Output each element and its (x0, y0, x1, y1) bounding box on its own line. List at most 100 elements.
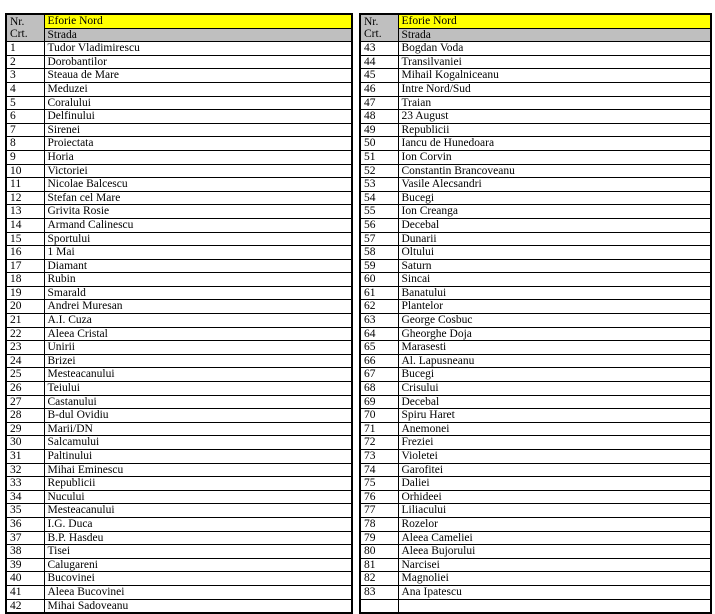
cell-nr-crt: 1 (5, 41, 45, 56)
cell-street-name: Proiectata (43, 136, 353, 151)
cell-street-name: Mesteacanului (43, 367, 353, 383)
cell-nr-crt: 3 (5, 68, 45, 83)
cell-street-name: Bucegi (397, 190, 712, 206)
cell-street-name: Calugareni (43, 557, 353, 573)
cell-street-name: Freziei (397, 435, 712, 450)
cell-street-name: B-dul Ovidiu (43, 408, 353, 423)
table-header-right: Nr. Crt. Eforie Nord Strada (359, 13, 712, 43)
cell-nr-crt: 44 (359, 54, 399, 70)
cell-street-name: Sportului (43, 231, 353, 247)
column-header-strada-right: Strada (397, 27, 712, 43)
cell-street-name: Horia (43, 149, 353, 165)
cell-nr-crt: 74 (359, 462, 399, 478)
table-row: 63 George Cosbuc (359, 313, 712, 328)
table-row: 81 Narcisei (359, 557, 712, 573)
cell-nr-crt: 2 (5, 54, 45, 70)
table-row: 65 Marasesti (359, 340, 712, 355)
table-row: 36 I.G. Duca (5, 516, 353, 532)
table-body-left: 1 Tudor Vladimirescu 2 Dorobantilor 3 Steaua … (5, 41, 353, 614)
table-row: 11 Nicolae Balcescu (5, 177, 353, 192)
cell-nr-crt: 26 (5, 381, 45, 396)
header-row-title: Nr. Crt. Eforie Nord (5, 13, 353, 43)
cell-street-name: Intre Nord/Sud (397, 81, 712, 97)
cell-street-name: Decebal (397, 394, 712, 410)
table-row: 16 1 Mai (5, 245, 353, 260)
cell-nr-crt: 78 (359, 516, 399, 532)
cell-nr-crt: 58 (359, 245, 399, 260)
cell-street-name (397, 598, 712, 614)
table-row: 57 Dunarii (359, 231, 712, 247)
cell-street-name: Constantin Brancoveanu (397, 163, 712, 179)
cell-street-name: Mihai Sadoveanu (43, 598, 353, 614)
cell-nr-crt: 80 (359, 544, 399, 559)
cell-street-name: Meduzei (43, 81, 353, 97)
nr-label-line2: Crt. (364, 28, 382, 41)
table-row: 4 Meduzei (5, 81, 353, 97)
cell-nr-crt: 50 (359, 136, 399, 151)
table-row: 10 Victoriei (5, 163, 353, 179)
cell-nr-crt: 16 (5, 245, 45, 260)
table-row: 53 Vasile Alecsandri (359, 177, 712, 192)
cell-nr-crt: 6 (5, 109, 45, 124)
table-row: 8 Proiectata (5, 136, 353, 151)
cell-nr-crt: 56 (359, 217, 399, 233)
cell-nr-crt: 79 (359, 530, 399, 546)
cell-street-name: Vasile Alecsandri (397, 177, 712, 192)
nr-label-line1: Nr. (364, 15, 379, 28)
table-row: 58 Oltului (359, 245, 712, 260)
cell-nr-crt: 5 (5, 95, 45, 111)
table-row: 29 Marii/DN (5, 421, 353, 437)
header-row-subtitle: Strada (6, 27, 353, 43)
column-header-nr-crt: Nr. Crt. (359, 13, 399, 43)
table-title-right: Eforie Nord (397, 13, 712, 29)
cell-nr-crt: 71 (359, 421, 399, 437)
table-row: 38 Tisei (5, 544, 353, 559)
table-row: 3 Steaua de Mare (5, 68, 353, 83)
cell-nr-crt: 46 (359, 81, 399, 97)
cell-street-name: Al. Lapusneanu (397, 353, 712, 369)
table-row: 67 Bucegi (359, 367, 712, 383)
cell-street-name: Diamant (43, 258, 353, 274)
table-row: 61 Banatului (359, 285, 712, 301)
cell-street-name: Brizei (43, 353, 353, 369)
cell-nr-crt: 13 (5, 204, 45, 219)
table-row: 80 Aleea Bujorului (359, 544, 712, 559)
cell-nr-crt: 28 (5, 408, 45, 423)
tables-container: Nr. Crt. Eforie Nord Strada 1 Tudor Vladi… (5, 13, 715, 614)
table-row: 28 B-dul Ovidiu (5, 408, 353, 423)
cell-nr-crt: 48 (359, 109, 399, 124)
table-row: 2 Dorobantilor (5, 54, 353, 70)
cell-street-name: Bucegi (397, 367, 712, 383)
cell-nr-crt: 41 (5, 584, 45, 600)
nr-label-line1: Nr. (10, 15, 25, 28)
table-row: 23 Unirii (5, 340, 353, 355)
cell-street-name: Tudor Vladimirescu (43, 41, 353, 56)
table-row: 14 Armand Calinescu (5, 217, 353, 233)
cell-nr-crt: 63 (359, 313, 399, 328)
cell-nr-crt: 18 (5, 272, 45, 287)
cell-street-name: I.G. Duca (43, 516, 353, 532)
cell-street-name: Anemonei (397, 421, 712, 437)
table-row: 73 Violetei (359, 449, 712, 464)
cell-nr-crt: 4 (5, 81, 45, 97)
cell-street-name: 23 August (397, 109, 712, 124)
cell-street-name: Marii/DN (43, 421, 353, 437)
cell-nr-crt: 49 (359, 122, 399, 138)
cell-nr-crt: 38 (5, 544, 45, 559)
cell-nr-crt: 68 (359, 381, 399, 396)
cell-street-name: Mesteacanului (43, 503, 353, 518)
cell-street-name: Grivita Rosie (43, 204, 353, 219)
table-row: 49 Republicii (359, 122, 712, 138)
cell-nr-crt: 17 (5, 258, 45, 274)
cell-street-name: Traian (397, 95, 712, 111)
cell-nr-crt: 51 (359, 149, 399, 165)
cell-nr-crt: 66 (359, 353, 399, 369)
cell-nr-crt: 81 (359, 557, 399, 573)
table-row: 27 Castanului (5, 394, 353, 410)
cell-street-name: Aleea Bucovinei (43, 584, 353, 600)
cell-nr-crt: 31 (5, 449, 45, 464)
cell-nr-crt: 67 (359, 367, 399, 383)
cell-street-name: Steaua de Mare (43, 68, 353, 83)
cell-nr-crt: 61 (359, 285, 399, 301)
table-row: 41 Aleea Bucovinei (5, 584, 353, 600)
